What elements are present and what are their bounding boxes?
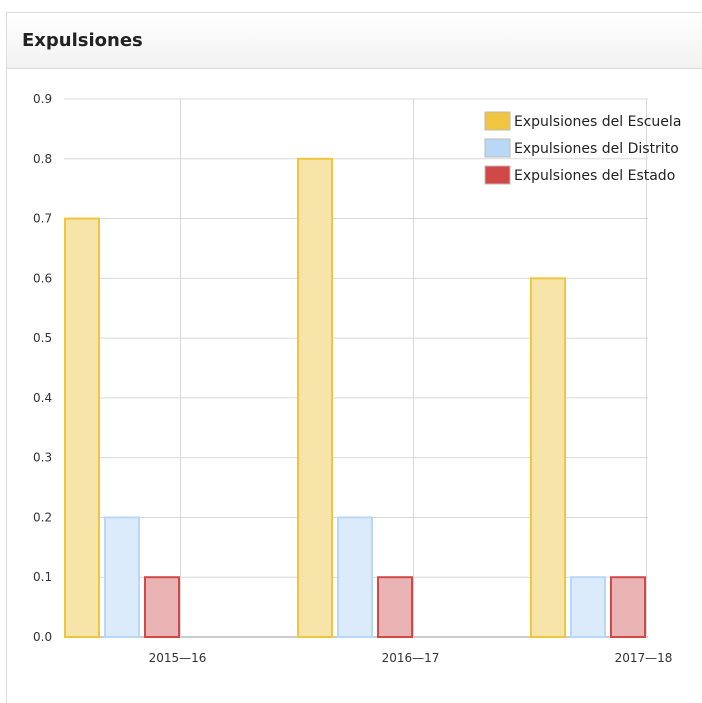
x-axis: 2015—16 2016—17 2017—18	[149, 651, 673, 665]
y-tick-label: 0.9	[33, 92, 52, 106]
bar[interactable]	[64, 217, 100, 639]
legend-label[interactable]: Expulsiones del Estado	[514, 168, 675, 184]
y-tick-label: 0.6	[33, 271, 52, 285]
bar[interactable]	[144, 576, 180, 639]
legend[interactable]: Expulsiones del Escuela Expulsiones del D…	[484, 111, 681, 185]
legend-swatch	[484, 111, 511, 131]
legend-label[interactable]: Expulsiones del Escuela	[514, 114, 681, 130]
y-tick-label: 0.5	[33, 331, 52, 345]
y-axis: 0.0 0.1 0.2 0.3 0.4 0.5 0.6 0.7 0.8 0.9	[33, 92, 52, 644]
y-tick-label: 0.7	[33, 212, 52, 226]
legend-swatch	[484, 165, 511, 185]
panel-header: Expulsiones	[7, 13, 702, 69]
x-tick-label: 2015—16	[149, 651, 207, 665]
y-tick-label: 0.3	[33, 451, 52, 465]
y-tick-label: 0.0	[33, 630, 52, 644]
y-tick-label: 0.8	[33, 152, 52, 166]
legend-label[interactable]: Expulsiones del Distrito	[514, 141, 679, 157]
bar[interactable]	[337, 516, 373, 639]
x-tick-label: 2017—18	[615, 651, 673, 665]
legend-swatch	[484, 138, 511, 158]
bar[interactable]	[377, 576, 413, 639]
y-tick-label: 0.2	[33, 510, 52, 524]
bar[interactable]	[297, 157, 333, 638]
panel-title: Expulsiones	[22, 30, 143, 51]
y-tick-label: 0.4	[33, 391, 52, 405]
bar[interactable]	[570, 576, 606, 639]
x-tick-label: 2016—17	[382, 651, 440, 665]
bar[interactable]	[530, 277, 566, 638]
bar[interactable]	[610, 576, 646, 639]
bar[interactable]	[104, 516, 140, 639]
bar-series	[64, 157, 646, 639]
y-tick-label: 0.1	[33, 570, 52, 584]
